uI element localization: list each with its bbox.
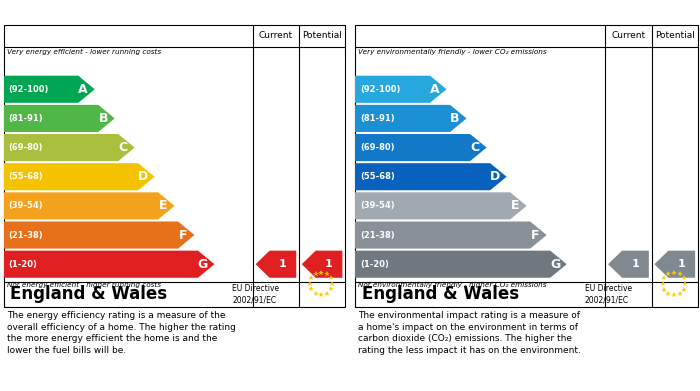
Text: Current: Current: [611, 31, 645, 41]
Text: Current: Current: [259, 31, 293, 41]
Text: Very energy efficient - lower running costs: Very energy efficient - lower running co…: [7, 49, 161, 56]
Text: B: B: [450, 112, 460, 125]
Text: A: A: [78, 83, 88, 96]
Text: Potential: Potential: [654, 31, 694, 41]
Text: (21-38): (21-38): [360, 231, 395, 240]
Text: (55-68): (55-68): [8, 172, 43, 181]
Text: 1: 1: [678, 259, 685, 269]
Text: G: G: [550, 258, 560, 271]
Polygon shape: [355, 192, 526, 219]
Text: F: F: [531, 229, 540, 242]
Text: E: E: [511, 199, 519, 212]
Text: (1-20): (1-20): [360, 260, 389, 269]
Text: (81-91): (81-91): [8, 114, 43, 123]
Polygon shape: [302, 251, 342, 278]
Polygon shape: [4, 221, 195, 249]
Text: (92-100): (92-100): [8, 85, 49, 94]
Text: England & Wales: England & Wales: [10, 285, 167, 303]
Polygon shape: [355, 221, 547, 249]
Text: Potential: Potential: [302, 31, 342, 41]
Text: C: C: [118, 141, 127, 154]
Text: Energy Efficiency Rating: Energy Efficiency Rating: [10, 6, 182, 19]
Text: Not environmentally friendly - higher CO₂ emissions: Not environmentally friendly - higher CO…: [358, 282, 547, 288]
Text: D: D: [490, 170, 500, 183]
Polygon shape: [608, 251, 649, 278]
Text: EU Directive
2002/91/EC: EU Directive 2002/91/EC: [584, 284, 632, 304]
Text: F: F: [178, 229, 187, 242]
Polygon shape: [355, 76, 447, 103]
Text: (39-54): (39-54): [360, 201, 395, 210]
Text: B: B: [99, 112, 108, 125]
Text: (69-80): (69-80): [360, 143, 395, 152]
Polygon shape: [654, 251, 695, 278]
Text: A: A: [430, 83, 440, 96]
Text: 1: 1: [326, 259, 333, 269]
Polygon shape: [256, 251, 296, 278]
Text: Very environmentally friendly - lower CO₂ emissions: Very environmentally friendly - lower CO…: [358, 49, 547, 56]
Text: EU Directive
2002/91/EC: EU Directive 2002/91/EC: [232, 284, 279, 304]
Polygon shape: [355, 105, 467, 132]
Text: (92-100): (92-100): [360, 85, 400, 94]
Text: E: E: [159, 199, 167, 212]
Polygon shape: [355, 134, 486, 161]
Polygon shape: [4, 251, 214, 278]
Text: (39-54): (39-54): [8, 201, 43, 210]
Text: (81-91): (81-91): [360, 114, 395, 123]
Text: 1: 1: [279, 259, 287, 269]
Text: Environmental Impact (CO₂) Rating: Environmental Impact (CO₂) Rating: [362, 6, 608, 19]
Text: The energy efficiency rating is a measure of the
overall efficiency of a home. T: The energy efficiency rating is a measur…: [7, 311, 236, 355]
Text: G: G: [198, 258, 208, 271]
Text: (1-20): (1-20): [8, 260, 38, 269]
Polygon shape: [4, 134, 134, 161]
Text: C: C: [470, 141, 480, 154]
Polygon shape: [355, 163, 507, 190]
Polygon shape: [4, 163, 155, 190]
Text: 1: 1: [631, 259, 639, 269]
Text: Not energy efficient - higher running costs: Not energy efficient - higher running co…: [7, 282, 161, 288]
Text: D: D: [138, 170, 148, 183]
Polygon shape: [4, 105, 115, 132]
Polygon shape: [355, 251, 567, 278]
Polygon shape: [4, 192, 174, 219]
Text: (55-68): (55-68): [360, 172, 395, 181]
Text: The environmental impact rating is a measure of
a home's impact on the environme: The environmental impact rating is a mea…: [358, 311, 581, 355]
Text: (21-38): (21-38): [8, 231, 43, 240]
Text: England & Wales: England & Wales: [362, 285, 519, 303]
Polygon shape: [4, 76, 94, 103]
Text: (69-80): (69-80): [8, 143, 43, 152]
